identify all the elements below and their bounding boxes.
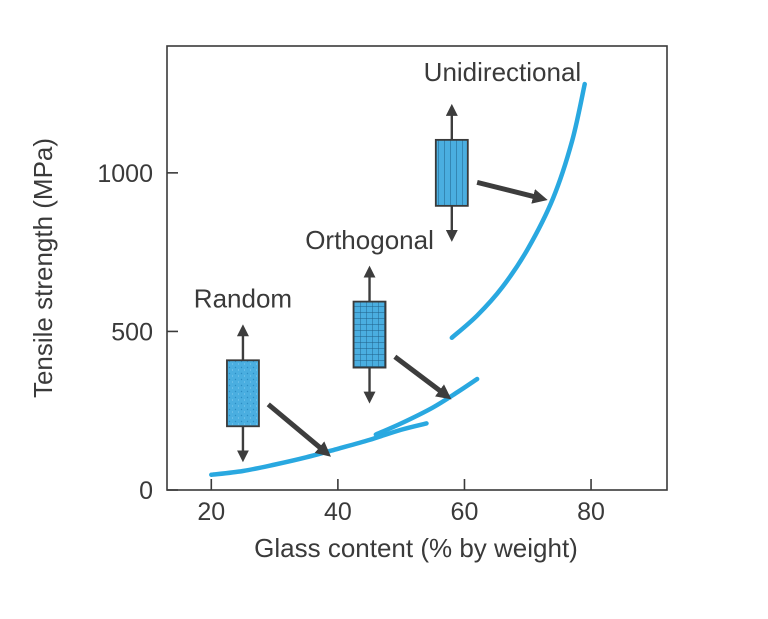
y-tick-label: 0: [139, 477, 153, 505]
series-line-orthogonal: [373, 376, 480, 437]
x-tick-label: 60: [451, 498, 479, 526]
annotation-label-orthogonal: Orthogonal: [305, 225, 434, 255]
x-tick-label: 20: [197, 498, 225, 526]
y-tick-label: 500: [111, 318, 153, 346]
series-line-unidirectional: [449, 81, 587, 341]
fiber-specimen-unidirectional: [434, 138, 469, 207]
y-ticks: 0 500 1000: [97, 160, 178, 505]
pointer-arrow-orthogonal: [393, 354, 452, 400]
pointer-arrow-unidirectional: [476, 179, 548, 204]
annotations: Random Orthogonal Unidirectional: [194, 57, 582, 463]
annotation-orthogonal: Orthogonal: [305, 225, 452, 404]
fiber-specimen-random: [226, 359, 260, 428]
y-axis-label: Tensile strength (MPa): [28, 138, 58, 398]
series-lines: [209, 81, 587, 478]
x-ticks: 20 40 60 80: [197, 479, 605, 526]
fiber-specimen-orthogonal: [352, 300, 387, 369]
axes: 0 500 1000 20 40 60 80: [97, 45, 668, 526]
annotation-label-random: Random: [194, 284, 292, 314]
x-tick-label: 80: [577, 498, 605, 526]
annotation-unidirectional: Unidirectional: [424, 57, 582, 242]
pointer-arrow-random: [266, 402, 331, 457]
plot-frame: [166, 45, 668, 491]
y-tick-label: 1000: [97, 160, 153, 188]
annotation-random: Random: [194, 284, 331, 463]
annotation-label-unidirectional: Unidirectional: [424, 57, 582, 87]
x-axis-label: Glass content (% by weight): [254, 533, 578, 563]
x-tick-label: 40: [324, 498, 352, 526]
